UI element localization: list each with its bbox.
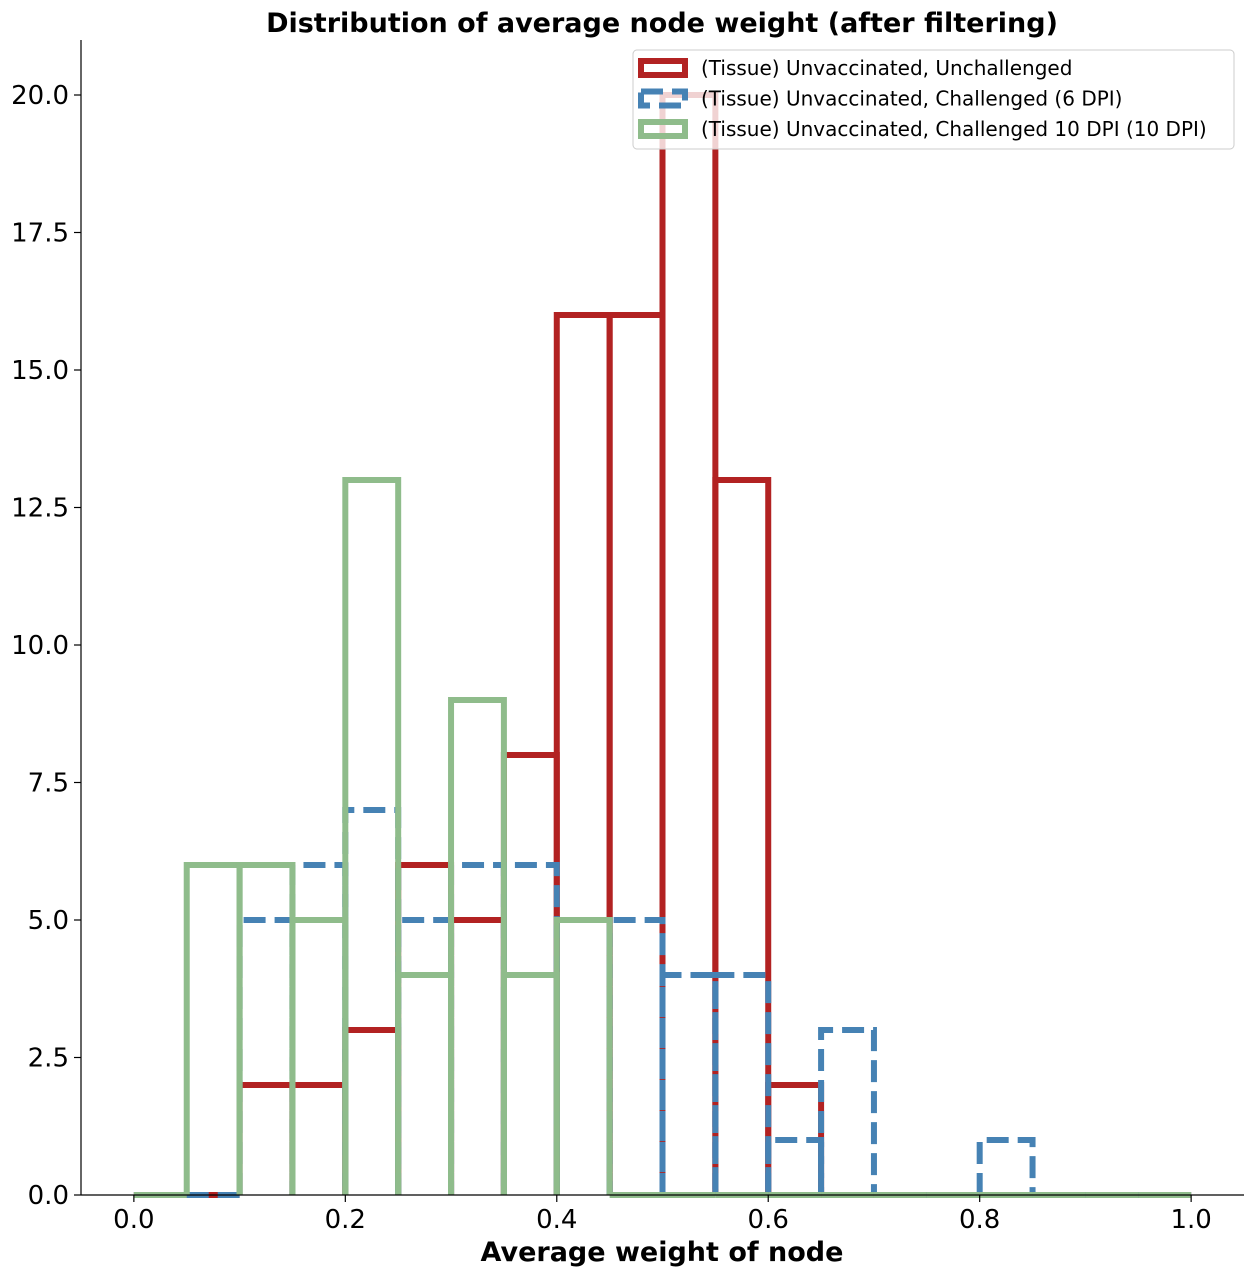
histogram-bar bbox=[765, 1137, 825, 1195]
histogram-series-group bbox=[133, 92, 1192, 1198]
histogram-bar bbox=[500, 972, 560, 1195]
x-tick-label: 0.0 bbox=[113, 1205, 154, 1235]
histogram-bar bbox=[289, 862, 349, 1195]
histogram-bar bbox=[976, 1137, 1036, 1195]
legend-label-2: (Tissue) Unvaccinated, Challenged (6 DPI… bbox=[701, 87, 1122, 111]
histogram-bar bbox=[395, 862, 455, 1195]
x-tick-label: 0.8 bbox=[959, 1205, 1000, 1235]
y-tick-label: 15.0 bbox=[11, 356, 69, 386]
histogram-bar bbox=[448, 917, 507, 1195]
y-tick-label: 12.5 bbox=[11, 494, 69, 524]
x-tick-label: 0.4 bbox=[536, 1205, 577, 1235]
legend-box bbox=[632, 49, 1235, 150]
x-axis-label: Average weight of node bbox=[481, 1237, 844, 1268]
legend: (Tissue) Unvaccinated, Unchallenged (Tiss… bbox=[632, 49, 1235, 150]
histogram-bar bbox=[553, 917, 613, 1195]
histogram-bar bbox=[342, 477, 402, 1195]
legend-handle-2 bbox=[638, 88, 688, 109]
histogram-bar bbox=[712, 477, 772, 1195]
histogram-bar bbox=[818, 1027, 877, 1195]
histogram-bar bbox=[659, 92, 719, 1195]
histogram-bar bbox=[236, 917, 296, 1195]
histogram-bar bbox=[342, 807, 402, 1195]
histogram-bar bbox=[553, 312, 613, 1195]
y-tick-label: 7.5 bbox=[28, 769, 69, 799]
legend-handle-1 bbox=[638, 58, 688, 78]
histogram-bar bbox=[395, 972, 455, 1195]
x-tick-label: 1.0 bbox=[1170, 1205, 1211, 1235]
chart-title: Distribution of average node weight (aft… bbox=[266, 8, 1058, 39]
histogram-bar bbox=[236, 862, 296, 1195]
histogram-bar bbox=[606, 917, 666, 1195]
y-tick-label: 17.5 bbox=[11, 219, 69, 249]
histogram-bar bbox=[183, 862, 243, 1195]
legend-label-3: (Tissue) Unvaccinated, Challenged 10 DPI… bbox=[701, 117, 1207, 141]
y-tick-label: 10.0 bbox=[11, 631, 69, 661]
legend-handle-3 bbox=[638, 119, 688, 139]
histogram-bar bbox=[342, 1027, 402, 1195]
y-tick-label: 2.5 bbox=[28, 1044, 69, 1074]
y-axis-ticks: 0.0 2.5 5.0 7.5 10.0 12.5 15.0 17.5 20.0 bbox=[11, 81, 81, 1211]
histogram-bar bbox=[659, 972, 719, 1195]
y-tick-label: 0.0 bbox=[28, 1181, 69, 1211]
histogram-bar bbox=[500, 862, 560, 1195]
histogram-bar bbox=[553, 917, 613, 1195]
histogram-bar bbox=[395, 917, 455, 1195]
histogram-bar bbox=[606, 312, 666, 1195]
histogram-bar bbox=[289, 917, 349, 1195]
legend-label-1: (Tissue) Unvaccinated, Unchallenged bbox=[701, 56, 1072, 80]
x-tick-label: 0.2 bbox=[325, 1205, 366, 1235]
y-tick-label: 20.0 bbox=[11, 81, 69, 111]
histogram-bar bbox=[448, 862, 507, 1195]
histogram-bar bbox=[712, 972, 772, 1195]
histogram-bar bbox=[236, 1082, 296, 1195]
y-tick-label: 5.0 bbox=[28, 906, 69, 936]
x-axis-ticks: 0.0 0.2 0.4 0.6 0.8 1.0 bbox=[113, 1195, 1212, 1235]
x-tick-label: 0.6 bbox=[748, 1205, 789, 1235]
histogram-bar bbox=[448, 697, 507, 1195]
histogram-bar bbox=[289, 1082, 349, 1195]
